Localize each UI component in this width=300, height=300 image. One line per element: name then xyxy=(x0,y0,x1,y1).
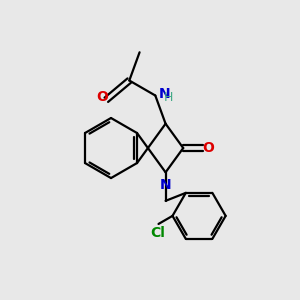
Text: N: N xyxy=(160,178,171,192)
Text: Cl: Cl xyxy=(150,226,165,240)
Text: O: O xyxy=(96,91,108,104)
Text: O: O xyxy=(202,141,214,155)
Text: N: N xyxy=(159,87,170,101)
Text: H: H xyxy=(164,91,173,104)
